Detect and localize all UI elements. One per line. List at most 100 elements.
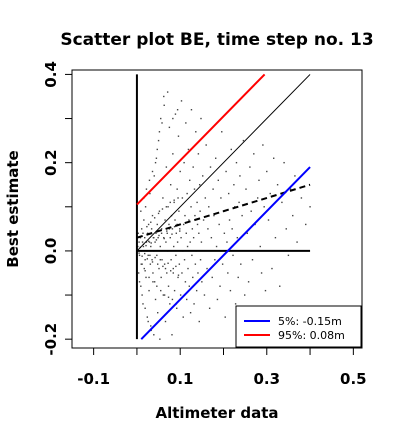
- scatter-point: [186, 245, 189, 248]
- scatter-point: [142, 232, 144, 234]
- scatter-point: [264, 289, 267, 292]
- scatter-point: [223, 232, 226, 234]
- scatter-point: [195, 289, 198, 292]
- scatter-point: [140, 210, 142, 212]
- scatter-point: [191, 228, 194, 230]
- scatter-point: [183, 161, 185, 164]
- scatter-point: [247, 281, 250, 283]
- scatter-point: [148, 179, 151, 182]
- scatter-point: [300, 197, 303, 199]
- scatter-point: [153, 334, 155, 336]
- scatter-point: [149, 254, 151, 257]
- scatter-point: [147, 254, 149, 257]
- regression-line: [136, 183, 311, 239]
- scatter-point: [143, 219, 145, 221]
- scatter-point: [215, 157, 217, 159]
- scatter-point: [177, 274, 180, 276]
- scatter-point: [158, 267, 160, 270]
- scatter-point: [203, 294, 206, 296]
- scatter-point: [160, 228, 163, 230]
- scatter-point: [173, 289, 176, 292]
- scatter-point: [162, 265, 164, 268]
- scatter-point: [159, 259, 161, 261]
- scatter-point: [167, 206, 169, 208]
- scatter-point: [191, 254, 193, 257]
- scatter-point: [148, 276, 150, 279]
- scatter-point: [218, 223, 220, 226]
- scatter-point: [179, 170, 181, 173]
- scatter-point: [260, 272, 263, 274]
- scatter-point: [192, 166, 194, 168]
- scatter-point: [162, 197, 164, 199]
- scatter-point: [204, 197, 207, 199]
- scatter-point: [169, 270, 172, 272]
- scatter-point: [163, 294, 166, 296]
- scatter-point: [150, 245, 152, 248]
- scatter-point: [164, 267, 167, 270]
- reference-lines: [135, 73, 311, 340]
- scatter-point: [179, 230, 181, 232]
- scatter-point: [165, 166, 168, 168]
- legend-box: [235, 305, 362, 348]
- scatter-point: [198, 320, 200, 323]
- scatter-point: [221, 131, 223, 133]
- scatter-point: [149, 192, 151, 195]
- x-tick-label: 0.5: [340, 370, 367, 388]
- scatter-point: [150, 242, 152, 244]
- scatter-point: [140, 263, 142, 265]
- scatter-point: [184, 281, 187, 283]
- y-tick-label: 0.2: [42, 149, 60, 176]
- scatter-point: [153, 281, 156, 283]
- scatter-point: [199, 210, 201, 212]
- scatter-point: [180, 236, 182, 239]
- scatter-point: [155, 239, 158, 241]
- scatter-point: [179, 228, 181, 230]
- scatter-point: [249, 166, 251, 168]
- scatter-point: [187, 267, 189, 270]
- scatter-point: [192, 236, 195, 239]
- scatter-point: [263, 206, 265, 208]
- scatter-point: [144, 307, 146, 309]
- scatter-point: [141, 241, 144, 243]
- scatter-point: [207, 228, 209, 230]
- scatter-point: [144, 259, 146, 261]
- scatter-point: [150, 228, 153, 230]
- scatter-point: [182, 223, 185, 226]
- scatter-point: [154, 241, 156, 243]
- scatter-point: [273, 157, 275, 159]
- scatter-point: [231, 228, 233, 230]
- scatter-point: [250, 210, 252, 212]
- scatter-point: [177, 135, 180, 137]
- scatter-point: [239, 175, 241, 177]
- scatter-point: [251, 259, 254, 261]
- scatter-point: [185, 232, 187, 234]
- y-axis-label: Best estimate: [4, 150, 22, 267]
- scatter-point: [279, 285, 281, 287]
- scatter-point: [185, 122, 187, 124]
- scatter-point: [209, 166, 212, 168]
- scatter-point: [145, 241, 148, 243]
- scatter-point: [145, 276, 147, 279]
- scatter-point: [172, 267, 174, 270]
- scatter-point: [202, 175, 204, 177]
- scatter-point: [188, 285, 190, 287]
- scatter-point: [148, 241, 151, 243]
- scatter-point: [157, 139, 160, 142]
- scatter-point: [226, 241, 228, 243]
- scatter-point: [154, 256, 156, 259]
- scatter-point: [141, 294, 143, 296]
- scatter-point: [156, 285, 158, 287]
- scatter-point: [180, 100, 183, 102]
- scatter-point: [167, 262, 169, 264]
- legend: 5%: -0.15m 95%: 0.08m: [235, 305, 362, 348]
- scatter-point: [138, 254, 141, 257]
- scatter-point: [227, 192, 230, 195]
- scatter-point: [281, 201, 283, 204]
- scatter-point: [140, 285, 142, 287]
- scatter-point: [187, 148, 190, 151]
- scatter-point: [216, 298, 219, 301]
- scatter-point: [256, 197, 259, 199]
- scatter-point: [143, 267, 145, 270]
- scatter-point: [242, 139, 245, 142]
